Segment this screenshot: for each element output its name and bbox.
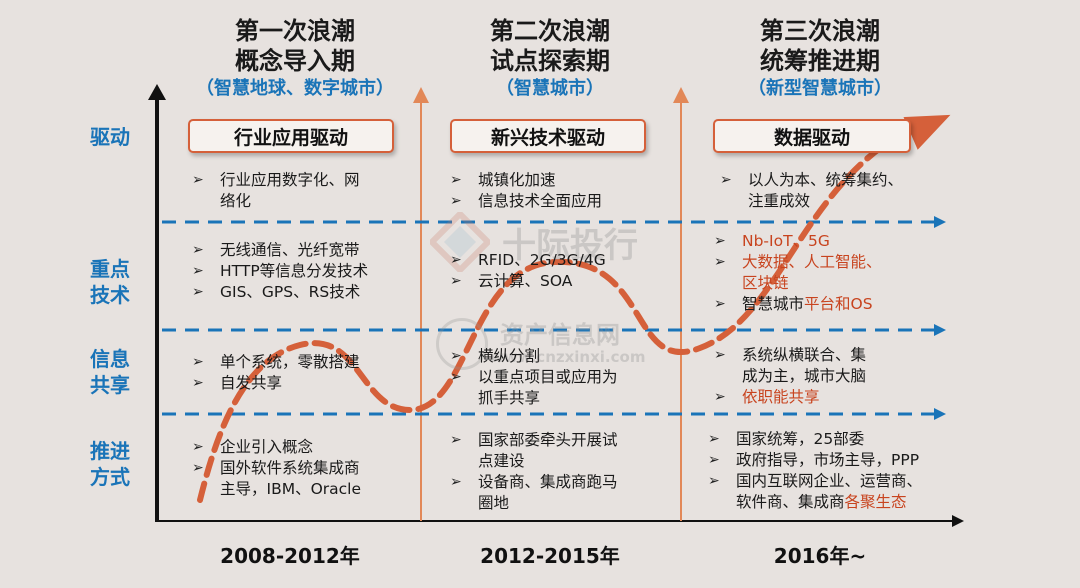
list-item-cont: 主导，IBM、Oracle — [220, 480, 362, 498]
wave2-title: 第二次浪潮 试点探索期 — [490, 17, 610, 75]
driver-box-3: 数据驱动 — [713, 119, 911, 153]
cell-tech-1: 无线通信、光纤宽带 HTTP等信息分发技术 GIS、GPS、RS技术 — [190, 240, 415, 303]
list-item: 企业引入概念 — [190, 437, 415, 458]
list-item-cont: 区块链 — [742, 274, 789, 292]
list-item: HTTP等信息分发技术 — [190, 261, 415, 282]
period-label-1: 2008-2012年 — [220, 544, 360, 568]
period-label-2: 2012-2015年 — [480, 544, 620, 568]
wave2-subtitle: （智慧城市） — [496, 78, 604, 99]
list-item: 系统纵横联合、集 — [712, 345, 947, 366]
wave3-subtitle: （新型智慧城市） — [748, 78, 892, 99]
list-item: 大数据、人工智能、 — [712, 252, 947, 273]
row-label-drive: 驱动 — [90, 125, 130, 149]
cell-drive-1: 行业应用数字化、网 络化 — [190, 170, 415, 212]
list-item-cont: 络化 — [220, 192, 252, 210]
list-item-cont: 圈地 — [478, 494, 510, 512]
list-item-cont: 软件商、集成商各聚生态 — [736, 493, 907, 511]
cell-share-2: 横纵分割 以重点项目或应用为 抓手共享 — [448, 346, 673, 409]
y-axis-arrow — [148, 84, 166, 100]
wave-arrowhead — [903, 114, 951, 150]
cell-method-3: 国家统筹，25部委 政府指导，市场主导，PPP 国内互联网企业、运营商、 软件商… — [706, 429, 956, 513]
wave3-title: 第三次浪潮 统筹推进期 — [760, 17, 880, 75]
list-item: 单个系统，零散搭建 — [190, 352, 415, 373]
list-item: GIS、GPS、RS技术 — [190, 282, 415, 303]
row-label-share: 信息 共享 — [90, 347, 130, 397]
cell-share-1: 单个系统，零散搭建 自发共享 — [190, 352, 415, 394]
list-item: 云计算、SOA — [448, 271, 673, 292]
list-item: 国外软件系统集成商 — [190, 458, 415, 479]
list-item: 以重点项目或应用为 — [448, 367, 673, 388]
list-item: 行业应用数字化、网 — [190, 170, 415, 191]
cell-method-2: 国家部委牵头开展试 点建设 设备商、集成商跑马 圈地 — [448, 430, 673, 514]
list-item: 以人为本、统筹集约、 — [718, 170, 948, 191]
list-item-cont: 成为主，城市大脑 — [742, 367, 867, 385]
watermark-line2: 资产信息网 — [500, 321, 620, 349]
cell-tech-2: RFID、2G/3G/4G 云计算、SOA — [448, 250, 673, 292]
wave1-title: 第一次浪潮 概念导入期 — [235, 17, 355, 75]
list-item-cont: 抓手共享 — [478, 389, 541, 407]
list-item: 国家统筹，25部委 — [706, 429, 956, 450]
list-item: 设备商、集成商跑马 — [448, 472, 673, 493]
cell-drive-3: 以人为本、统筹集约、 注重成效 — [718, 170, 948, 212]
row-label-tech: 重点 技术 — [90, 257, 130, 307]
list-item: 无线通信、光纤宽带 — [190, 240, 415, 261]
list-item: 政府指导，市场主导，PPP — [706, 450, 956, 471]
list-item-cont: 点建设 — [478, 452, 525, 470]
wave1-subtitle: （智慧地球、数字城市） — [196, 78, 394, 99]
driver-box-1: 行业应用驱动 — [188, 119, 394, 153]
list-item: 智慧城市平台和OS — [712, 294, 947, 315]
cell-method-1: 企业引入概念 国外软件系统集成商 主导，IBM、Oracle — [190, 437, 415, 500]
list-item: Nb-IoT、5G — [712, 231, 947, 252]
cell-tech-3: Nb-IoT、5G 大数据、人工智能、 区块链 智慧城市平台和OS — [712, 231, 947, 315]
list-item: 自发共享 — [190, 373, 415, 394]
period-label-3: 2016年~ — [773, 544, 867, 568]
list-item: RFID、2G/3G/4G — [448, 250, 673, 271]
list-item: 横纵分割 — [448, 346, 673, 367]
list-item: 国内互联网企业、运营商、 — [706, 471, 956, 492]
list-item-cont: 注重成效 — [748, 192, 811, 210]
list-item: 依职能共享 — [712, 387, 947, 408]
driver-box-2: 新兴技术驱动 — [450, 119, 646, 153]
cell-drive-2: 城镇化加速 信息技术全面应用 — [448, 170, 673, 212]
list-item: 国家部委牵头开展试 — [448, 430, 673, 451]
row-label-method: 推进 方式 — [90, 439, 130, 489]
list-item: 信息技术全面应用 — [448, 191, 673, 212]
list-item: 城镇化加速 — [448, 170, 673, 191]
cell-share-3: 系统纵横联合、集 成为主，城市大脑 依职能共享 — [712, 345, 947, 408]
x-axis-arrow — [952, 515, 964, 527]
